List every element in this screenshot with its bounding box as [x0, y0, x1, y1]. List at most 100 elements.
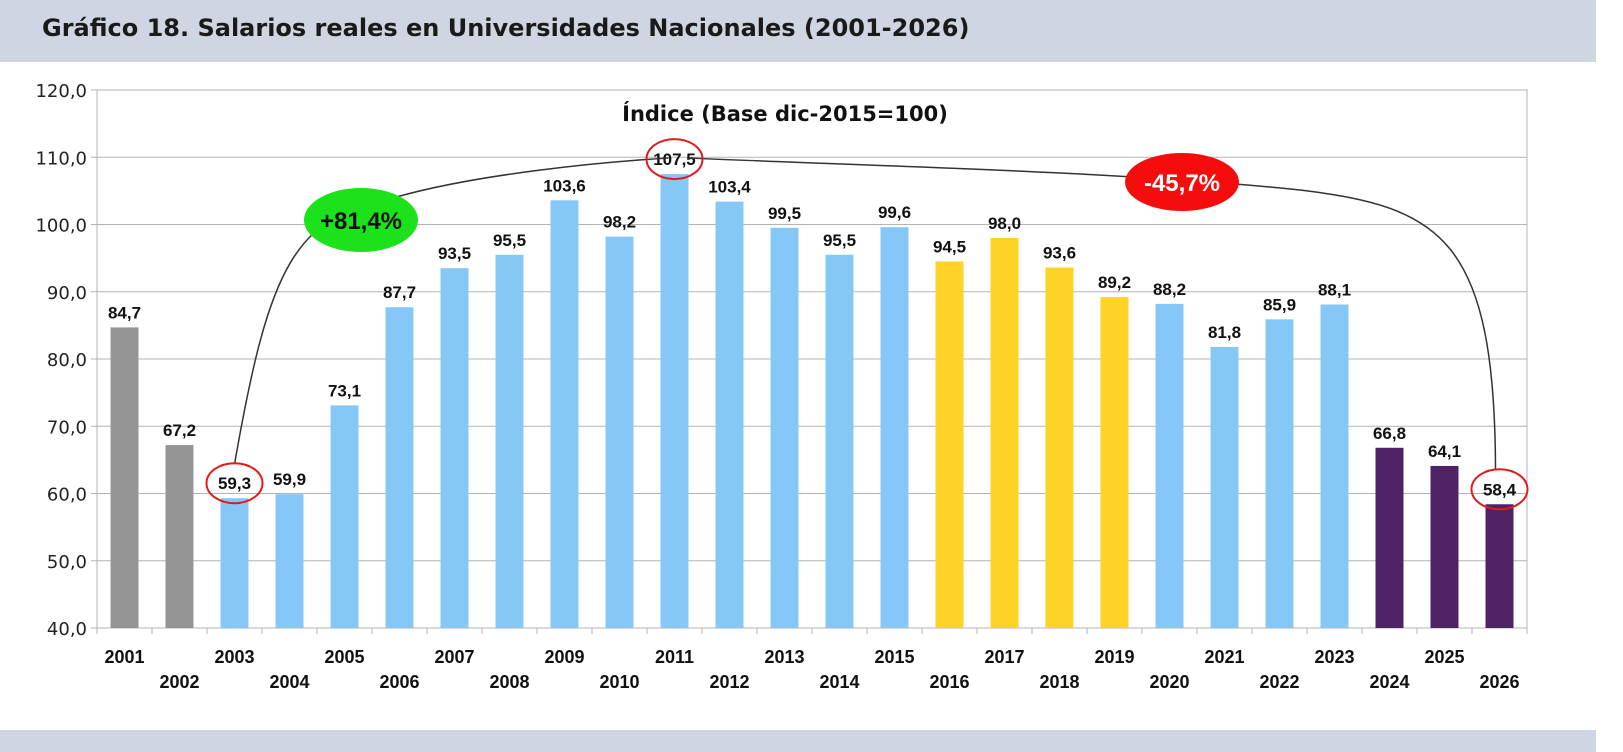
- x-tick-label-2012: 2012: [709, 672, 749, 692]
- value-label-2012: 103,4: [708, 178, 751, 197]
- bar-2022: [1265, 319, 1294, 628]
- x-tick-label-2010: 2010: [599, 672, 639, 692]
- x-tick-label-2002: 2002: [159, 672, 199, 692]
- bar-2007: [440, 268, 469, 628]
- change-badge-increase: [304, 188, 418, 252]
- bar-2002: [165, 445, 194, 628]
- bar-2005: [330, 405, 359, 628]
- bar-2016: [935, 261, 964, 628]
- x-tick-label-2014: 2014: [819, 672, 859, 692]
- bar-2018: [1045, 267, 1074, 628]
- bar-2008: [495, 254, 524, 628]
- value-label-2020: 88,2: [1153, 280, 1186, 299]
- y-tick-label: 40,0: [47, 619, 87, 640]
- bar-2025: [1430, 465, 1459, 628]
- value-label-2021: 81,8: [1208, 323, 1241, 342]
- bar-2011: [660, 174, 689, 628]
- x-tick-label-2011: 2011: [655, 647, 694, 667]
- y-tick-label: 80,0: [47, 350, 87, 371]
- value-label-2018: 93,6: [1043, 244, 1076, 263]
- bar-2014: [825, 254, 854, 628]
- bar-2006: [385, 307, 414, 628]
- bar-2010: [605, 236, 634, 629]
- chart-heading: Gráfico 18. Salarios reales en Universid…: [42, 14, 970, 42]
- chart-subtitle: Índice (Base dic-2015=100): [622, 101, 948, 126]
- x-tick-label-2013: 2013: [764, 647, 804, 667]
- change-badge-label: -45,7%: [1144, 170, 1220, 197]
- x-tick-label-2006: 2006: [379, 672, 419, 692]
- x-tick-label-2021: 2021: [1204, 647, 1244, 667]
- x-tick-label-2009: 2009: [544, 647, 584, 667]
- decrease-connector: [688, 157, 1497, 471]
- value-label-2001: 84,7: [108, 303, 141, 322]
- bar-2015: [880, 227, 909, 628]
- value-label-2011: 107,5: [653, 150, 696, 169]
- x-tick-label-2007: 2007: [434, 647, 474, 667]
- x-tick-label-2018: 2018: [1039, 672, 1079, 692]
- value-label-2007: 93,5: [438, 244, 471, 263]
- x-tick-label-2026: 2026: [1479, 672, 1519, 692]
- x-tick-label-2020: 2020: [1149, 672, 1189, 692]
- x-tick-label-2008: 2008: [489, 672, 529, 692]
- x-tick-label-2019: 2019: [1094, 647, 1134, 667]
- x-tick-label-2023: 2023: [1314, 647, 1354, 667]
- bar-2004: [275, 494, 304, 628]
- change-badge-label: +81,4%: [320, 208, 402, 235]
- value-label-2013: 99,5: [768, 204, 801, 223]
- x-tick-label-2025: 2025: [1424, 647, 1464, 667]
- bar-2026: [1485, 504, 1514, 628]
- value-label-2009: 103,6: [543, 176, 586, 195]
- x-tick-label-2001: 2001: [104, 647, 144, 667]
- value-label-2004: 59,9: [273, 470, 306, 489]
- bar-2013: [770, 227, 799, 629]
- highlight-circle-2003: [205, 462, 264, 505]
- y-tick-label: 70,0: [47, 417, 87, 438]
- y-tick-label: 90,0: [47, 283, 87, 304]
- value-label-2025: 64,1: [1428, 442, 1461, 461]
- bar-2003: [220, 498, 249, 628]
- x-tick-label-2017: 2017: [984, 647, 1024, 667]
- highlight-circle-2011: [645, 138, 704, 181]
- value-label-2008: 95,5: [493, 231, 526, 250]
- value-label-2014: 95,5: [823, 231, 856, 250]
- bar-2019: [1100, 297, 1129, 628]
- value-label-2010: 98,2: [603, 213, 636, 232]
- bar-2017: [990, 237, 1019, 628]
- value-label-2006: 87,7: [383, 283, 416, 302]
- footer-band: [0, 730, 1596, 752]
- value-label-2002: 67,2: [163, 421, 196, 440]
- x-tick-label-2016: 2016: [929, 672, 969, 692]
- y-tick-label: 100,0: [35, 216, 87, 237]
- x-tick-label-2003: 2003: [214, 647, 254, 667]
- value-label-2017: 98,0: [988, 214, 1021, 233]
- header-band: Gráfico 18. Salarios reales en Universid…: [0, 0, 1596, 62]
- bar-2009: [550, 200, 579, 629]
- value-label-2015: 99,6: [878, 203, 911, 222]
- x-tick-label-2022: 2022: [1259, 672, 1299, 692]
- bar-2001: [110, 327, 139, 628]
- value-label-2016: 94,5: [933, 237, 966, 256]
- value-label-2026: 58,4: [1483, 480, 1517, 499]
- x-tick-label-2024: 2024: [1369, 672, 1409, 692]
- value-label-2023: 88,1: [1318, 281, 1351, 300]
- y-tick-label: 60,0: [47, 485, 87, 506]
- bar-2012: [715, 201, 744, 628]
- y-tick-label: 50,0: [47, 552, 87, 573]
- value-label-2005: 73,1: [328, 381, 361, 400]
- value-label-2003: 59,3: [218, 474, 251, 493]
- bar-2020: [1155, 303, 1184, 628]
- bar-2024: [1375, 447, 1404, 628]
- y-tick-label: 110,0: [35, 148, 87, 169]
- x-tick-label-2005: 2005: [324, 647, 364, 667]
- x-tick-label-2015: 2015: [874, 647, 914, 667]
- bar-2023: [1320, 304, 1349, 628]
- highlight-circle-2026: [1470, 468, 1529, 511]
- value-label-2024: 66,8: [1373, 424, 1406, 443]
- x-tick-label-2004: 2004: [269, 672, 309, 692]
- bar-2021: [1210, 346, 1239, 628]
- value-label-2022: 85,9: [1263, 295, 1296, 314]
- y-tick-label: 120,0: [35, 81, 87, 102]
- change-badge-decrease: [1125, 153, 1239, 211]
- bar-chart: 40,0 50,0 60,0 70,0 80,0 90,0 100,0 110,0 120,0 8…: [35, 81, 1529, 692]
- value-label-2019: 89,2: [1098, 273, 1131, 292]
